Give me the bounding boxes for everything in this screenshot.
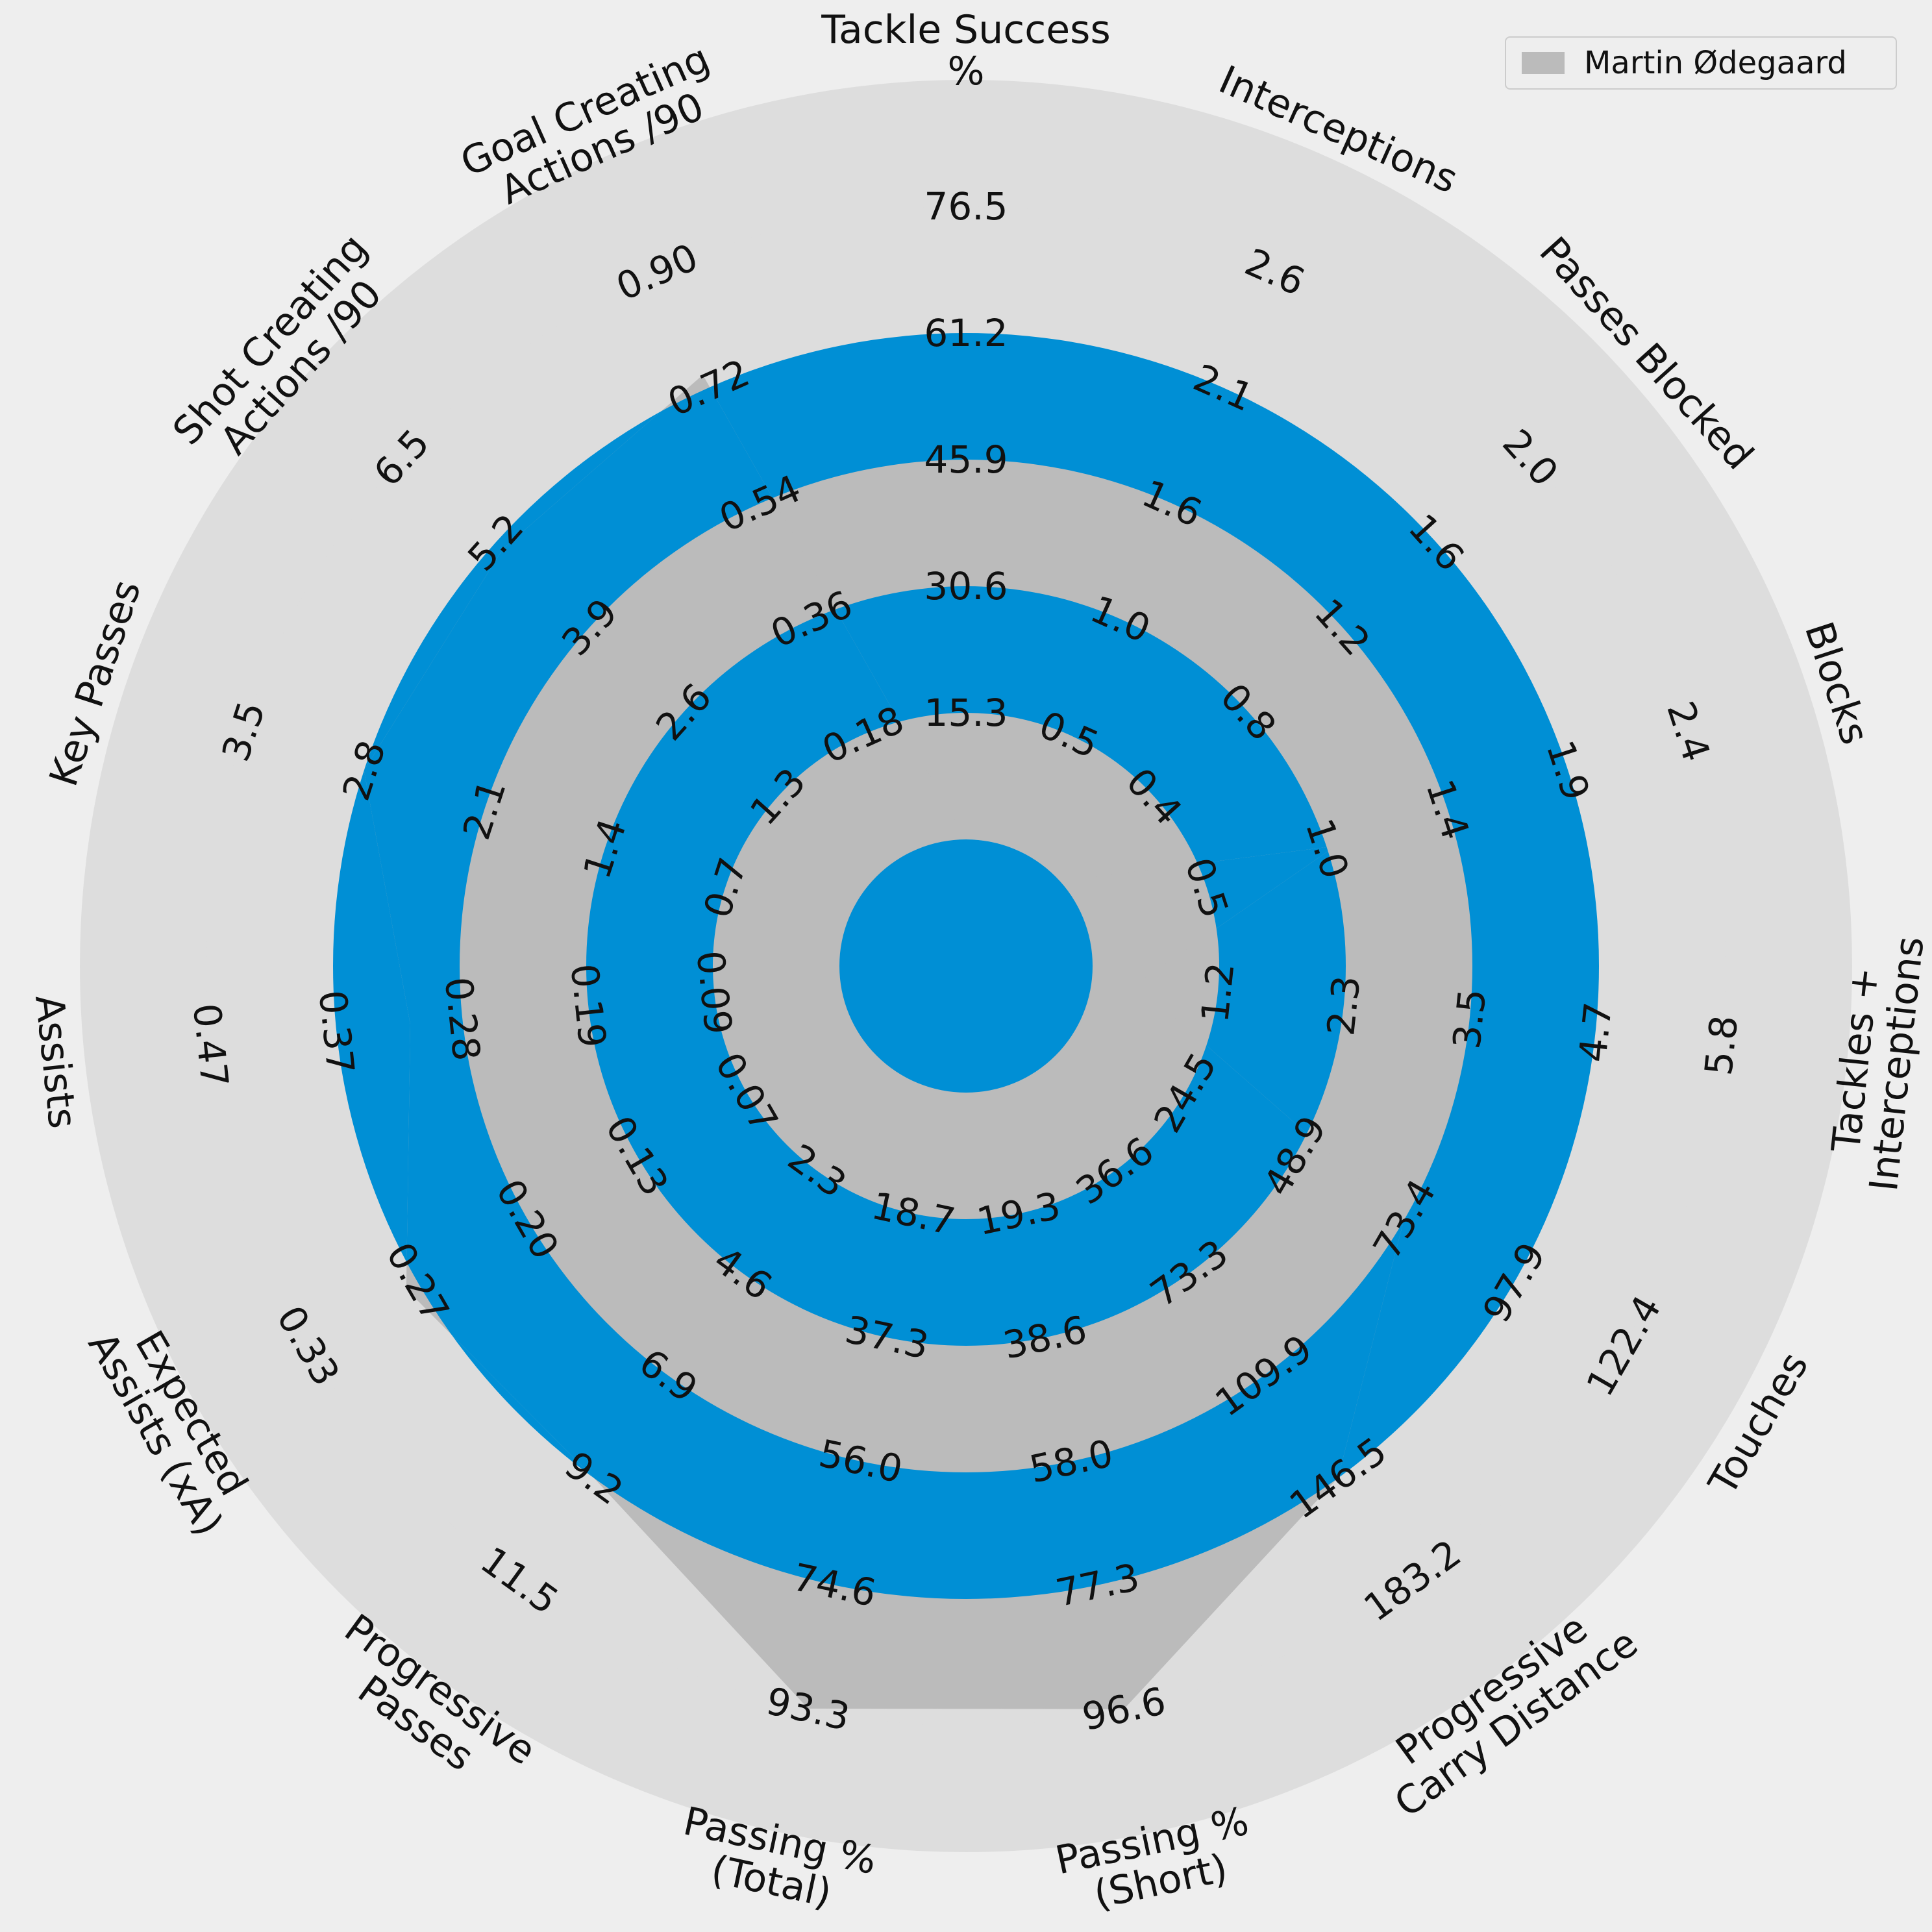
- tick-label: 1.2: [1193, 960, 1243, 1024]
- tick-label: 0.47: [184, 1002, 237, 1090]
- radar-center: [839, 839, 1093, 1093]
- legend-label: Martin Ødegaard: [1584, 45, 1847, 81]
- tick-label: 4.7: [1570, 1000, 1620, 1065]
- tick-label: 0.19: [562, 961, 615, 1050]
- tick-label: 3.5: [1444, 987, 1494, 1051]
- param-label: Tackle Success%: [821, 7, 1110, 94]
- tick-label: 45.9: [924, 438, 1008, 482]
- tick-label: 61.2: [924, 311, 1008, 355]
- tick-label: 15.3: [924, 691, 1008, 735]
- tick-label: 0.09: [688, 948, 741, 1037]
- tick-label: 5.8: [1696, 1013, 1746, 1078]
- param-label: Assists: [26, 993, 85, 1130]
- legend: Martin Ødegaard: [1505, 36, 1897, 90]
- tick-label: 0.37: [310, 988, 363, 1076]
- tick-label: 30.6: [924, 564, 1008, 608]
- tick-label: 0.28: [436, 975, 489, 1063]
- legend-swatch: [1522, 52, 1565, 74]
- center-circle: [839, 839, 1093, 1093]
- tick-label: 2.3: [1319, 974, 1368, 1038]
- tick-label: 76.5: [924, 184, 1008, 229]
